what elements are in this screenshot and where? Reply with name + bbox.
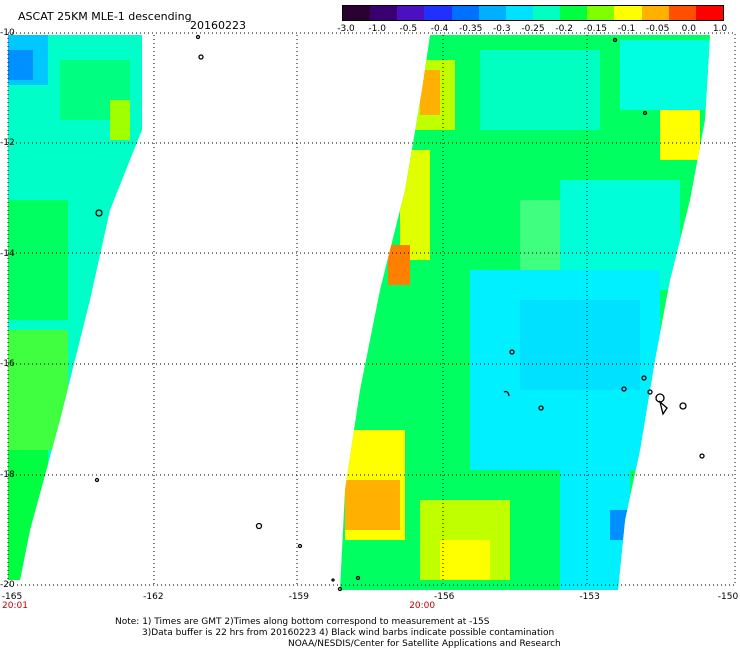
longitude-label: -153: [579, 592, 600, 602]
colorbar-tick-label: -1.0: [368, 24, 386, 34]
time-label: 20:00: [409, 601, 436, 611]
latitude-label: -20: [0, 580, 15, 590]
colorbar-tick-label: 1.0: [712, 24, 728, 34]
colorbar-segment: [532, 6, 561, 20]
colorbar-tick-label: -3.0: [337, 24, 355, 34]
latitude-label: -18: [0, 469, 15, 480]
map-title: ASCAT 25KM MLE-1 descending: [18, 10, 192, 23]
colorbar-segment: [614, 6, 642, 20]
colorbar-tick-label: -0.2: [555, 24, 573, 34]
longitude-label: -162: [143, 592, 164, 602]
time-label: 20:01: [2, 601, 28, 611]
colorbar-segment: [478, 6, 506, 20]
colorbar-tick-label: -0.05: [646, 24, 670, 34]
note-line-3: NOAA/NESDIS/Center for Satellite Applica…: [288, 639, 561, 649]
colorbar-segment: [695, 6, 723, 20]
colorbar-tick-label: -0.25: [521, 24, 545, 34]
colorbar-tick-label: -0.4: [430, 24, 449, 34]
island-outlines: [94, 34, 705, 592]
right-swath: [340, 35, 710, 590]
map-date: 20160223: [190, 19, 246, 32]
longitude-label: -159: [288, 592, 310, 602]
colorbar-tick-label: -0.5: [399, 24, 418, 34]
longitude-label: -165: [1, 592, 23, 602]
longitude-label: -150: [717, 592, 739, 602]
colorbar-segment: [397, 6, 425, 20]
colorbar: [342, 5, 724, 21]
latitude-label: -10: [0, 28, 15, 38]
latitude-label: -16: [0, 359, 15, 370]
latitude-label: -14: [0, 248, 15, 259]
left-swath: [8, 35, 142, 580]
note-line-1: Note: 1) Times are GMT 2)Times along bot…: [115, 617, 490, 627]
latitude-label: -12: [0, 138, 15, 149]
colorbar-tick-label: 0.0: [681, 24, 696, 34]
colorbar-segment: [424, 6, 452, 20]
longitude-label: -156: [433, 592, 455, 602]
colorbar-tick-label: -0.1: [617, 24, 636, 34]
colorbar-tick-label: -0.3: [493, 24, 511, 34]
note-line-2: 3)Data buffer is 22 hrs from 20160223 4)…: [142, 628, 555, 638]
colorbar-segment: [343, 6, 371, 20]
colorbar-segment: [451, 6, 479, 20]
colorbar-tick-label: -0.15: [583, 24, 607, 34]
colorbar-segment: [505, 6, 533, 20]
colorbar-segment: [668, 6, 696, 20]
colorbar-segment: [641, 6, 669, 20]
colorbar-segment: [370, 6, 398, 20]
colorbar-segment: [587, 6, 615, 20]
colorbar-segment: [560, 6, 588, 20]
colorbar-tick-label: -0.35: [459, 24, 483, 34]
